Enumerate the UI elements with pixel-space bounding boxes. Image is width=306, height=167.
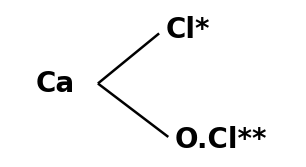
- Text: Ca: Ca: [35, 69, 75, 98]
- Text: O.Cl**: O.Cl**: [174, 126, 267, 154]
- Text: Cl*: Cl*: [165, 16, 210, 44]
